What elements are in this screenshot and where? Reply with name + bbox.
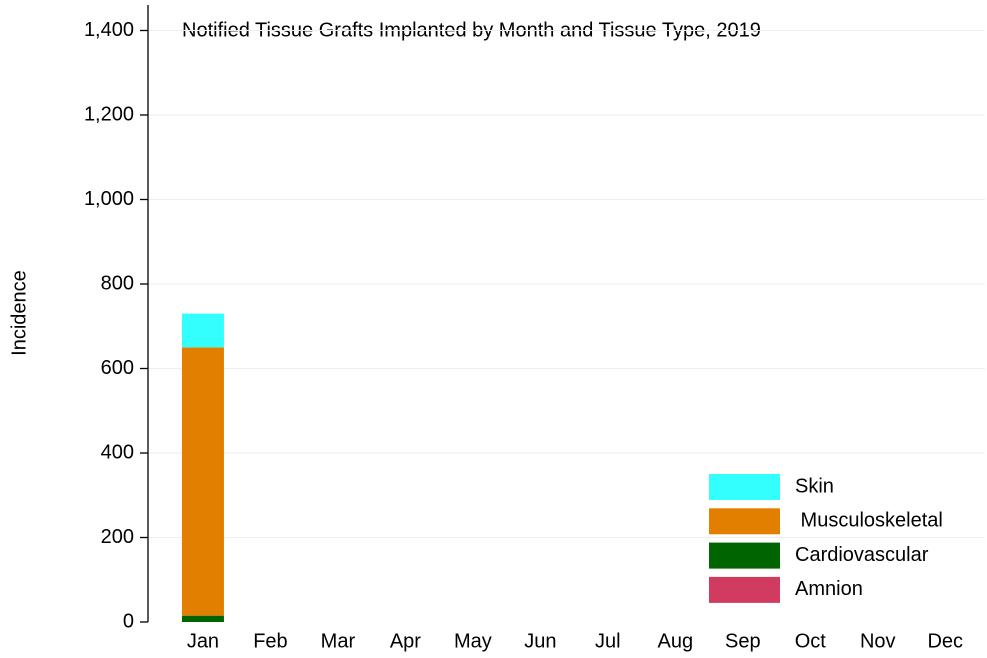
- bar-segment: [181, 313, 224, 348]
- y-tick-label: 400: [101, 441, 134, 463]
- legend-label: Cardiovascular: [795, 544, 929, 566]
- x-tick-label: Nov: [860, 630, 896, 652]
- bar-segment: [181, 347, 224, 616]
- x-tick-label: Feb: [253, 630, 287, 652]
- x-tick-label: Jan: [187, 630, 219, 652]
- y-tick-label: 200: [101, 526, 134, 548]
- legend-label: Skin: [795, 475, 834, 497]
- y-tick-label: 600: [101, 357, 134, 379]
- x-tick-label: Apr: [390, 630, 421, 652]
- legend-label: Amnion: [795, 578, 863, 600]
- legend-label: Musculoskeletal: [795, 510, 943, 532]
- x-tick-label: May: [454, 630, 492, 652]
- y-tick-label: 1,000: [84, 188, 134, 210]
- legend-swatch: [709, 474, 780, 500]
- legend-swatch: [709, 576, 780, 603]
- bar-segment: [181, 615, 224, 622]
- y-tick-label: 800: [101, 272, 134, 294]
- x-tick-label: Sep: [725, 630, 761, 652]
- legend-swatch: [709, 542, 780, 569]
- x-tick-label: Jun: [524, 630, 556, 652]
- y-tick-label: 0: [123, 610, 134, 632]
- y-tick-label: 1,200: [84, 103, 134, 125]
- x-tick-label: Dec: [927, 630, 963, 652]
- x-tick-label: Aug: [658, 630, 694, 652]
- y-axis-label: Incidence: [8, 270, 30, 356]
- y-tick-label: 1,400: [84, 19, 134, 41]
- x-tick-label: Jul: [595, 630, 621, 652]
- x-tick-label: Oct: [795, 630, 827, 652]
- x-tick-label: Mar: [321, 630, 356, 652]
- legend-swatch: [709, 508, 780, 535]
